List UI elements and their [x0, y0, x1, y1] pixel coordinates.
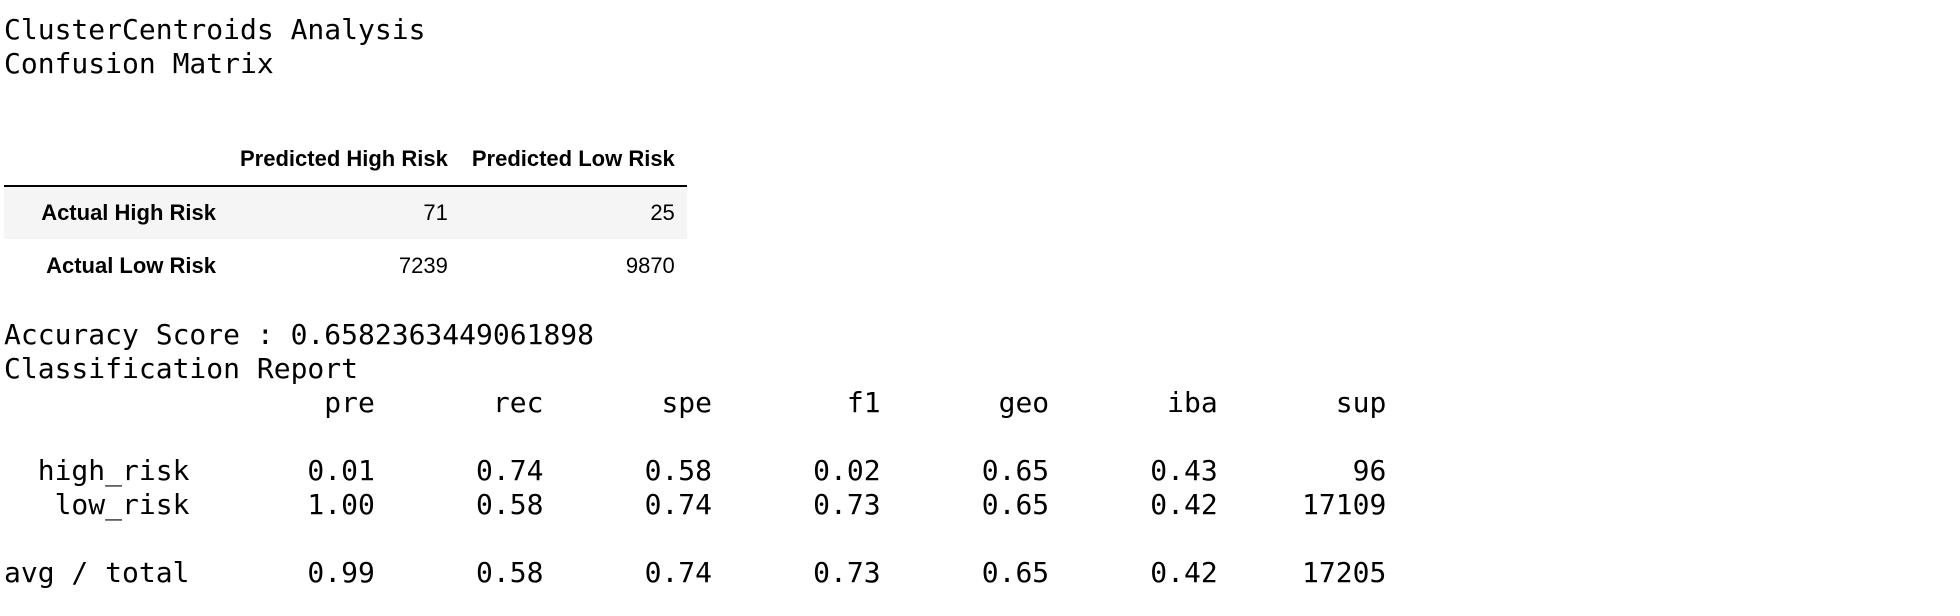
- confusion-matrix-title: Confusion Matrix: [4, 47, 274, 80]
- report-line-blank: ​: [4, 522, 1386, 556]
- output-header: ClusterCentroids Analysis Confusion Matr…: [4, 13, 425, 81]
- confusion-matrix-table: Predicted High Risk Predicted Low Risk A…: [4, 136, 687, 292]
- table-row: Actual Low Risk 7239 9870: [4, 239, 687, 292]
- table-row: Actual High Risk 71 25: [4, 186, 687, 239]
- column-header-predicted-high-risk: Predicted High Risk: [228, 136, 460, 187]
- row-header-actual-low-risk: Actual Low Risk: [46, 252, 216, 278]
- cell-value: 9870: [625, 252, 675, 278]
- cell-value: 71: [423, 200, 448, 225]
- classification-report-title: Classification Report: [4, 352, 359, 385]
- table-corner-cell: [4, 136, 228, 187]
- report-output: Accuracy Score : 0.6582363449061898 Clas…: [4, 318, 1386, 590]
- report-line-low-risk: low_risk 1.00 0.58 0.74 0.73 0.65 0.42 1…: [4, 488, 1387, 521]
- confusion-matrix-table-wrapper: Predicted High Risk Predicted Low Risk A…: [4, 136, 687, 292]
- column-header-predicted-low-risk: Predicted Low Risk: [459, 136, 687, 187]
- cell-value: 7239: [398, 252, 448, 278]
- accuracy-score-line: Accuracy Score : 0.6582363449061898: [4, 318, 595, 351]
- report-line-header: pre rec spe f1 geo iba sup: [4, 386, 1387, 419]
- report-line-avg-total: avg / total 0.99 0.58 0.74 0.73 0.65 0.4…: [4, 556, 1387, 589]
- report-line-high-risk: high_risk 0.01 0.74 0.58 0.02 0.65 0.43 …: [4, 454, 1387, 487]
- table-header-row: Predicted High Risk Predicted Low Risk: [4, 136, 687, 187]
- row-header-actual-high-risk: Actual High Risk: [41, 200, 216, 225]
- analysis-title: ClusterCentroids Analysis: [4, 13, 426, 46]
- report-line-blank: ​: [4, 420, 1386, 454]
- cell-value: 25: [650, 200, 675, 225]
